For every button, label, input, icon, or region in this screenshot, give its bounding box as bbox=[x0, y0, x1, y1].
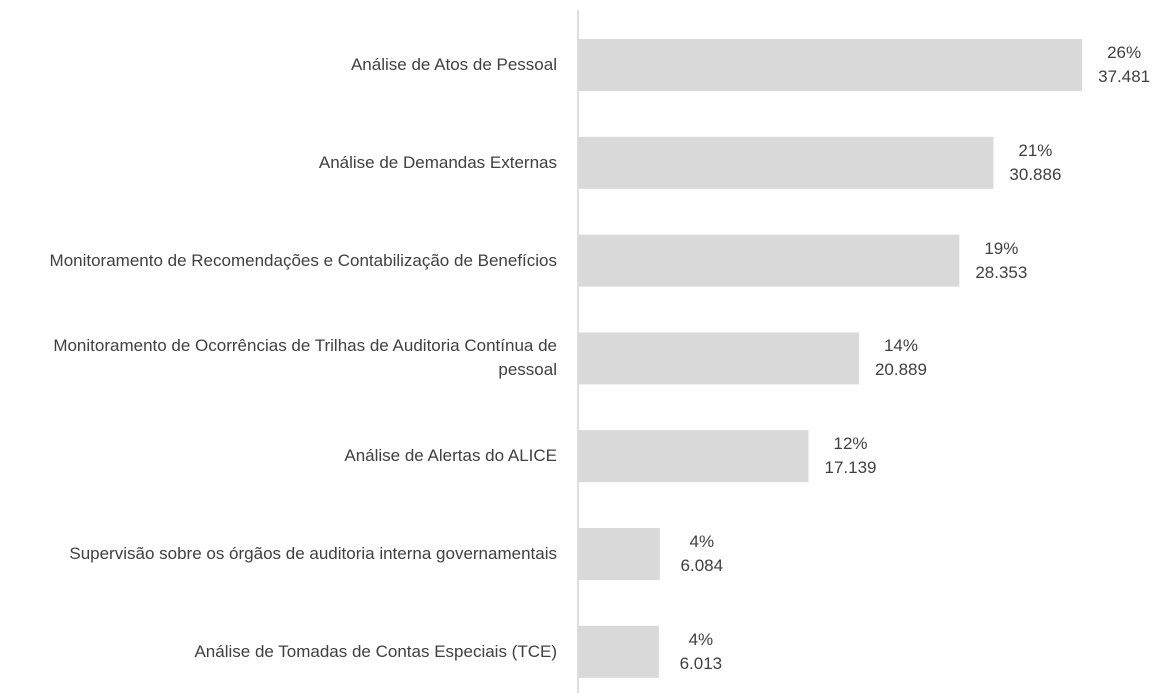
category-label: Supervisão sobre os órgãos de auditoria … bbox=[69, 544, 557, 563]
value-label: 30.886 bbox=[1009, 164, 1062, 184]
data-label: 4% 6.013 bbox=[680, 628, 723, 676]
bar bbox=[578, 430, 809, 483]
share-label: 21% bbox=[1018, 140, 1053, 160]
category-label: Análise de Alertas do ALICE bbox=[344, 446, 557, 466]
data-label: 14% 20.889 bbox=[875, 334, 927, 382]
value-label: 37.481 bbox=[1098, 67, 1151, 86]
data-label: 4% 6.084 bbox=[681, 530, 724, 578]
value-label: 6.084 bbox=[680, 556, 724, 575]
value-label: 6.013 bbox=[679, 653, 723, 673]
share-label: 14% bbox=[883, 336, 918, 356]
data-label: 19% 28.353 bbox=[975, 237, 1027, 285]
bar bbox=[578, 332, 859, 385]
category-label: Análise de Atos de Pessoal bbox=[350, 55, 557, 74]
bar bbox=[578, 234, 960, 287]
value-label: 20.889 bbox=[874, 360, 927, 380]
share-label: 4% bbox=[688, 629, 714, 649]
share-label: 19% bbox=[984, 238, 1019, 258]
bar bbox=[578, 136, 994, 189]
bar bbox=[578, 625, 659, 678]
value-label: 28.353 bbox=[975, 262, 1028, 282]
data-label: 26% 37.481 bbox=[1098, 41, 1150, 89]
bar bbox=[578, 39, 1083, 91]
category-label: Monitoramento de Ocorrências de Trilhas … bbox=[53, 336, 557, 380]
share-label: 4% bbox=[689, 532, 715, 551]
share-label: 26% bbox=[1107, 43, 1142, 62]
bar bbox=[578, 528, 660, 580]
value-label: 17.139 bbox=[824, 458, 877, 478]
data-label: 21% 30.886 bbox=[1009, 139, 1061, 187]
share-label: 12% bbox=[833, 434, 868, 454]
category-label: Análise de Demandas Externas bbox=[318, 152, 557, 172]
category-label: Monitoramento de Recomendações e Contabi… bbox=[49, 250, 557, 270]
data-label: 12% 17.139 bbox=[825, 432, 877, 480]
category-label: Análise de Tomadas de Contas Especiais (… bbox=[194, 641, 557, 661]
